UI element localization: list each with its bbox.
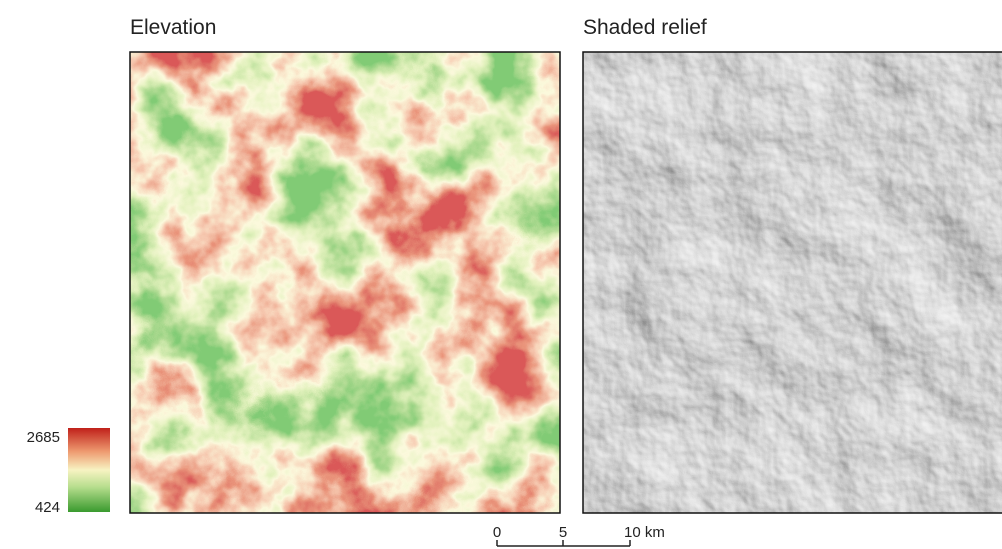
- elevation-map: [130, 52, 560, 513]
- shaded-relief-map: [583, 52, 1002, 513]
- panel-title: Elevation: [130, 16, 216, 39]
- legend-label: 424: [35, 499, 60, 516]
- scale-label: 5: [559, 524, 567, 541]
- panel-title: Shaded relief: [583, 16, 707, 39]
- color-bar: [68, 428, 110, 512]
- scale-label: 0: [493, 524, 501, 541]
- page: Elevation Shaded relief 2685 424 0 5 10 …: [0, 0, 1002, 549]
- legend-label: 2685: [27, 429, 60, 446]
- scale-label: 10 km: [624, 524, 665, 541]
- figure: Elevation Shaded relief 2685 424 0 5 10 …: [0, 0, 1002, 549]
- scale-bar: 0 5 10 km: [493, 524, 665, 546]
